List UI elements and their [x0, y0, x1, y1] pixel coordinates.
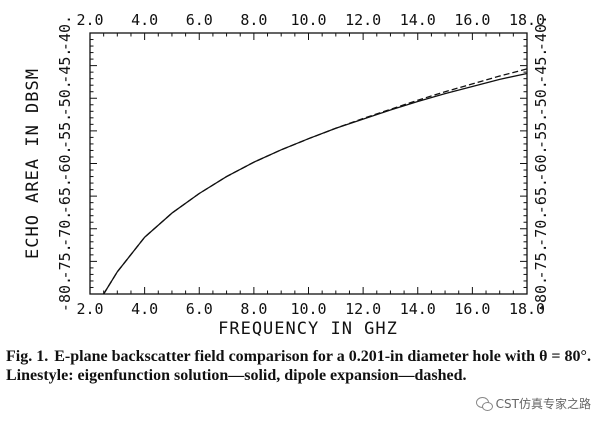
series-layer — [103, 68, 528, 295]
y-tick-label-right: -75. — [532, 243, 550, 279]
x-tick-label-top: 2.0 — [76, 11, 103, 29]
y-tick-label: -50. — [56, 80, 74, 116]
x-tick-label-top: 16.0 — [454, 11, 490, 29]
y-tick-label-right: -80. — [532, 276, 550, 312]
figure-caption: Fig. 1. E-plane backscatter field compari… — [6, 347, 591, 385]
x-tick-label: 10.0 — [290, 300, 326, 318]
y-tick-label: -65. — [56, 178, 74, 214]
x-tick-label: 8.0 — [240, 300, 267, 318]
y-tick-label: -60. — [56, 145, 74, 181]
y-tick-label-right: -65. — [532, 178, 550, 214]
y-tick-label: -55. — [56, 113, 74, 149]
y-axis-title: ECHO AREA IN DBSM — [23, 68, 43, 259]
x-axis-title: FREQUENCY IN GHZ — [218, 319, 398, 339]
watermark-text: CST仿真专家之路 — [495, 397, 591, 411]
x-tick-label-top: 14.0 — [400, 11, 436, 29]
x-tick-label: 18.0 — [509, 300, 545, 318]
x-tick-label: 6.0 — [186, 300, 213, 318]
x-tick-label: 14.0 — [400, 300, 436, 318]
y-tick-label-right: -60. — [532, 145, 550, 181]
tick-labels: 2.0 2.0 4.0 4.0 6.0 6.0 8.0 8.0 10.0 10.0 12.0 12.0… — [56, 11, 550, 318]
wechat-icon — [475, 396, 493, 411]
x-tick-label-top: 12.0 — [345, 11, 381, 29]
x-tick-label: 4.0 — [131, 300, 158, 318]
y-tick-label-right: -70. — [532, 211, 550, 247]
y-tick-label-right: -55. — [532, 113, 550, 149]
echo-area-chart: 2.0 2.0 4.0 4.0 6.0 6.0 8.0 8.0 10.0 10.0 12.0 12.0… — [23, 11, 550, 339]
y-tick-label: -40. — [56, 15, 74, 51]
x-tick-label-top: 8.0 — [240, 11, 267, 29]
y-tick-label: -45. — [56, 48, 74, 84]
y-tick-label-right: -50. — [532, 80, 550, 116]
x-tick-label-top: 10.0 — [290, 11, 326, 29]
x-tick-label: 2.0 — [76, 300, 103, 318]
y-tick-label: -75. — [56, 243, 74, 279]
axis-ticks — [89, 32, 528, 295]
plot-frame — [89, 32, 528, 295]
y-tick-label: -70. — [56, 211, 74, 247]
series-line-dashed — [103, 68, 528, 295]
x-tick-label: 12.0 — [345, 300, 381, 318]
y-tick-label-right: -40. — [532, 15, 550, 51]
y-tick-label: -80. — [56, 276, 74, 312]
x-tick-label-top: 4.0 — [131, 11, 158, 29]
y-tick-label-right: -45. — [532, 48, 550, 84]
x-tick-label-top: 18.0 — [509, 11, 545, 29]
watermark: CST仿真专家之路 — [475, 395, 591, 412]
caption-text: E-plane backscatter field comparison for… — [6, 348, 591, 384]
series-line-solid — [103, 72, 528, 295]
x-tick-label: 16.0 — [454, 300, 490, 318]
x-tick-label-top: 6.0 — [186, 11, 213, 29]
figure-label: Fig. 1. — [6, 348, 49, 365]
